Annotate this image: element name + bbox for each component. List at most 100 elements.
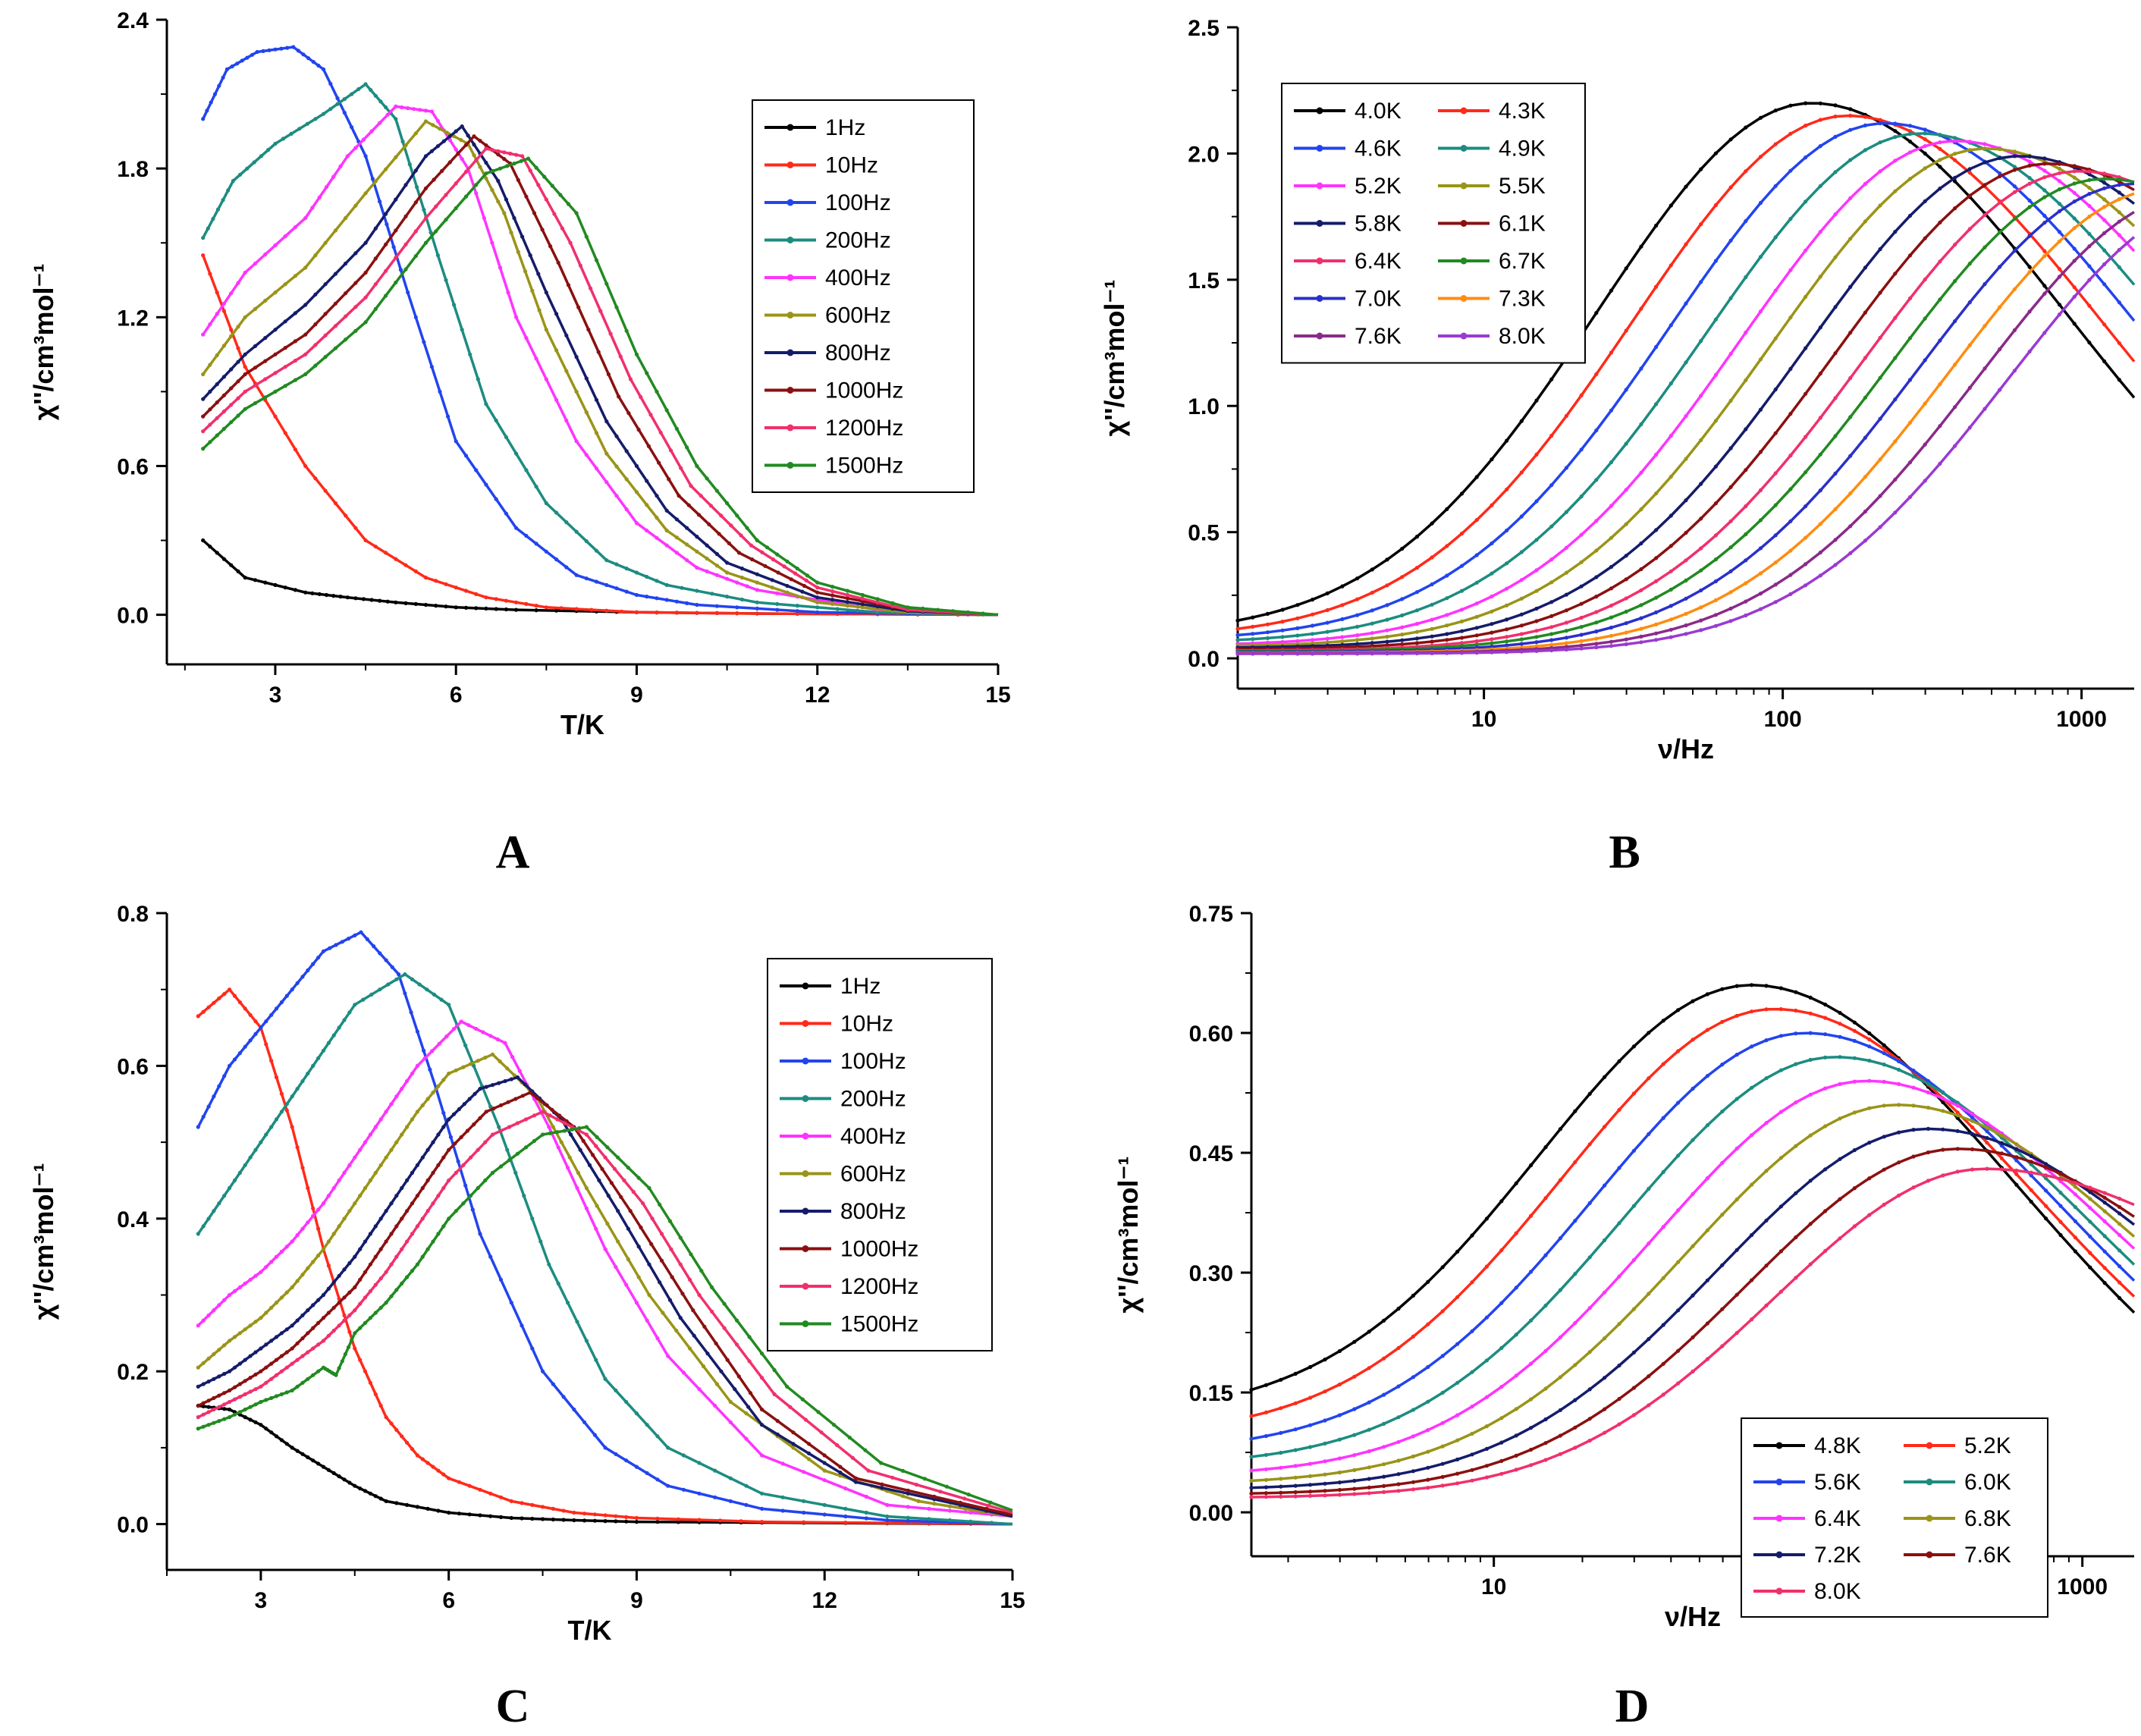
data-point	[880, 1486, 884, 1490]
data-point	[385, 112, 390, 117]
data-point	[728, 1476, 733, 1480]
data-point	[1430, 617, 1434, 622]
data-point	[321, 1247, 326, 1251]
data-point	[513, 1097, 518, 1101]
data-point	[1818, 488, 1822, 493]
data-point	[802, 1499, 806, 1503]
data-point	[478, 139, 482, 143]
data-point	[333, 346, 337, 350]
data-point	[259, 154, 263, 159]
data-point	[1878, 169, 1882, 174]
data-point	[243, 352, 247, 356]
data-point	[850, 1455, 855, 1460]
data-point	[1310, 638, 1315, 642]
data-point	[353, 1346, 357, 1351]
data-point	[1617, 1422, 1621, 1427]
data-point	[950, 609, 955, 614]
data-point	[1773, 533, 1778, 538]
data-point	[497, 1125, 501, 1129]
data-point	[544, 328, 548, 332]
data-point	[1325, 591, 1329, 596]
data-point	[532, 1113, 537, 1118]
data-point	[584, 410, 589, 415]
chart-panel-d: 0.000.150.300.450.600.75101001000ν/Hzχ''…	[1113, 902, 2136, 1732]
data-point	[259, 1025, 263, 1030]
data-point	[1848, 237, 1853, 241]
data-point	[1878, 140, 1882, 145]
data-point	[1999, 1133, 2004, 1138]
data-point	[283, 319, 287, 324]
data-point	[1654, 402, 1659, 407]
data-point	[201, 1401, 206, 1405]
data-point	[1459, 589, 1464, 593]
data-point	[400, 1247, 404, 1251]
data-point	[1647, 1292, 1651, 1296]
data-point	[1490, 650, 1494, 655]
data-point	[2058, 1191, 2063, 1195]
data-point	[1788, 131, 1793, 136]
data-point	[196, 1365, 200, 1370]
legend-entry: 5.8K	[1355, 212, 1402, 237]
legend-marker	[1316, 295, 1323, 302]
data-point	[1352, 1374, 1357, 1379]
data-point	[749, 543, 754, 548]
data-point	[1455, 1413, 1460, 1417]
data-point	[666, 1446, 670, 1450]
data-point	[274, 1006, 279, 1011]
data-point	[243, 1006, 247, 1011]
data-point	[284, 1390, 289, 1395]
data-point	[575, 1185, 579, 1191]
data-point	[1573, 1363, 1577, 1367]
data-point	[554, 397, 559, 402]
data-point	[248, 1038, 253, 1043]
data-point	[1340, 639, 1345, 644]
legend-marker	[786, 349, 794, 356]
data-point	[1938, 187, 1942, 191]
data-point	[400, 1216, 404, 1221]
data-point	[441, 1224, 446, 1229]
data-point	[212, 1421, 216, 1425]
data-point	[1264, 1485, 1268, 1490]
data-point	[1235, 618, 1240, 623]
data-point	[2029, 1173, 2033, 1178]
data-point	[1744, 427, 1748, 432]
data-point	[502, 150, 507, 155]
data-point	[206, 1216, 211, 1221]
legend: 1Hz10Hz100Hz200Hz400Hz600Hz800Hz1000Hz12…	[752, 99, 975, 493]
data-point	[1430, 651, 1434, 656]
data-point	[264, 1042, 268, 1047]
data-point	[236, 281, 240, 285]
data-point	[2117, 1222, 2122, 1226]
data-point	[253, 401, 258, 406]
data-point	[459, 1135, 463, 1139]
data-point	[321, 1201, 326, 1206]
data-point	[229, 403, 234, 407]
data-point	[2102, 1201, 2107, 1205]
data-point	[215, 312, 219, 316]
data-point	[430, 1049, 435, 1053]
data-point	[755, 611, 759, 616]
data-point	[1519, 642, 1524, 646]
data-point	[1764, 1007, 1769, 1012]
data-point	[2117, 378, 2121, 382]
data-point	[1794, 1031, 1798, 1036]
data-point	[1367, 1400, 1371, 1405]
data-point	[248, 1323, 253, 1328]
data-point	[1624, 441, 1628, 446]
data-point	[345, 595, 350, 600]
data-point	[1788, 519, 1793, 523]
data-point	[208, 272, 212, 276]
data-point	[1773, 336, 1778, 341]
data-point	[1293, 1464, 1298, 1468]
data-point	[236, 413, 240, 418]
data-point	[415, 1262, 420, 1267]
data-point	[211, 217, 215, 221]
data-point	[2117, 1295, 2122, 1301]
data-point	[1897, 1160, 1901, 1165]
data-point	[1893, 397, 1898, 402]
data-point	[1691, 999, 1695, 1003]
data-point	[384, 1209, 388, 1213]
data-point	[1852, 1224, 1857, 1229]
data-point	[243, 1281, 247, 1286]
data-point	[1720, 1263, 1725, 1267]
